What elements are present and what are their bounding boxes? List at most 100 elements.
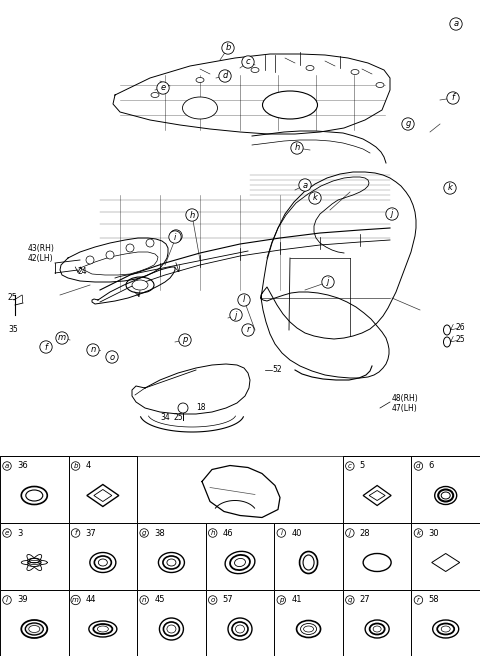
Bar: [69, 590, 137, 656]
Ellipse shape: [370, 623, 384, 634]
Text: 26: 26: [456, 323, 466, 333]
Text: 3: 3: [17, 529, 23, 537]
Ellipse shape: [98, 559, 108, 566]
Text: g: g: [405, 119, 411, 129]
Ellipse shape: [167, 625, 176, 633]
Text: d: d: [222, 72, 228, 81]
Ellipse shape: [444, 325, 451, 335]
Ellipse shape: [182, 97, 217, 119]
Bar: [411, 456, 480, 523]
Text: p: p: [182, 335, 188, 344]
Ellipse shape: [97, 626, 108, 632]
Ellipse shape: [251, 68, 259, 73]
Ellipse shape: [29, 626, 40, 632]
Text: f: f: [74, 530, 77, 536]
Ellipse shape: [438, 489, 453, 501]
Text: 25: 25: [8, 293, 18, 302]
Text: j: j: [391, 209, 393, 218]
Ellipse shape: [163, 556, 180, 569]
Text: e: e: [160, 83, 166, 92]
Text: h: h: [294, 144, 300, 152]
Text: j: j: [349, 530, 351, 536]
Text: n: n: [90, 346, 96, 354]
Bar: [69, 456, 137, 523]
Text: r: r: [417, 597, 420, 603]
Text: 44: 44: [85, 596, 96, 604]
Text: 41: 41: [291, 596, 302, 604]
Ellipse shape: [437, 623, 454, 634]
Text: h: h: [210, 530, 215, 536]
Text: 40: 40: [291, 529, 302, 537]
Text: 45: 45: [154, 596, 165, 604]
Ellipse shape: [167, 559, 176, 566]
Bar: [411, 590, 480, 656]
Ellipse shape: [303, 555, 314, 570]
Text: f: f: [45, 342, 48, 352]
Text: 28: 28: [360, 529, 371, 537]
Text: 6: 6: [429, 462, 434, 470]
Bar: [343, 456, 411, 523]
Text: i: i: [174, 232, 176, 241]
Bar: [411, 523, 480, 590]
Text: a: a: [302, 180, 308, 190]
Text: 57: 57: [223, 596, 233, 604]
Text: m: m: [58, 333, 66, 342]
Text: 39: 39: [17, 596, 28, 604]
Bar: [69, 523, 137, 590]
Text: l: l: [6, 597, 8, 603]
Text: i: i: [175, 232, 177, 241]
Bar: [343, 523, 411, 590]
Text: q: q: [348, 597, 352, 603]
Bar: [0, 523, 69, 590]
Text: 4: 4: [85, 462, 91, 470]
Ellipse shape: [151, 92, 159, 98]
Ellipse shape: [441, 626, 450, 632]
Text: o: o: [109, 352, 115, 361]
Ellipse shape: [263, 91, 317, 119]
Ellipse shape: [235, 558, 245, 567]
Text: j: j: [327, 277, 329, 287]
Text: 46: 46: [223, 529, 233, 537]
Text: k: k: [447, 184, 453, 192]
Text: 34: 34: [160, 413, 170, 422]
Ellipse shape: [230, 555, 250, 570]
Text: 42(LH): 42(LH): [28, 253, 54, 262]
Text: 24: 24: [77, 268, 86, 276]
Bar: [137, 523, 206, 590]
Text: m: m: [72, 597, 79, 603]
Text: 25: 25: [456, 335, 466, 344]
Polygon shape: [369, 491, 385, 501]
Text: o: o: [211, 597, 215, 603]
Ellipse shape: [236, 625, 244, 633]
Text: c: c: [246, 58, 250, 66]
Text: j: j: [235, 310, 237, 319]
Ellipse shape: [351, 70, 359, 75]
Text: p: p: [279, 597, 284, 603]
Text: 48(RH): 48(RH): [392, 394, 419, 403]
Ellipse shape: [306, 66, 314, 70]
Text: 35: 35: [8, 325, 18, 335]
Text: r: r: [246, 325, 250, 335]
Bar: [206, 590, 274, 656]
Ellipse shape: [363, 554, 391, 571]
Ellipse shape: [26, 490, 43, 501]
Circle shape: [178, 403, 188, 413]
Text: a: a: [5, 463, 9, 469]
Text: h: h: [190, 211, 194, 220]
Ellipse shape: [132, 280, 148, 290]
Bar: [274, 523, 343, 590]
Text: 52: 52: [272, 365, 282, 375]
Polygon shape: [432, 554, 460, 571]
Bar: [343, 590, 411, 656]
Bar: [274, 590, 343, 656]
Text: 18: 18: [196, 403, 205, 413]
Text: n: n: [142, 597, 146, 603]
Text: k: k: [312, 194, 317, 203]
Text: 36: 36: [17, 462, 28, 470]
Circle shape: [106, 251, 114, 259]
Ellipse shape: [300, 623, 317, 634]
Text: k: k: [417, 530, 420, 536]
Text: e: e: [5, 530, 9, 536]
Text: 25: 25: [174, 413, 184, 422]
Bar: [0, 590, 69, 656]
